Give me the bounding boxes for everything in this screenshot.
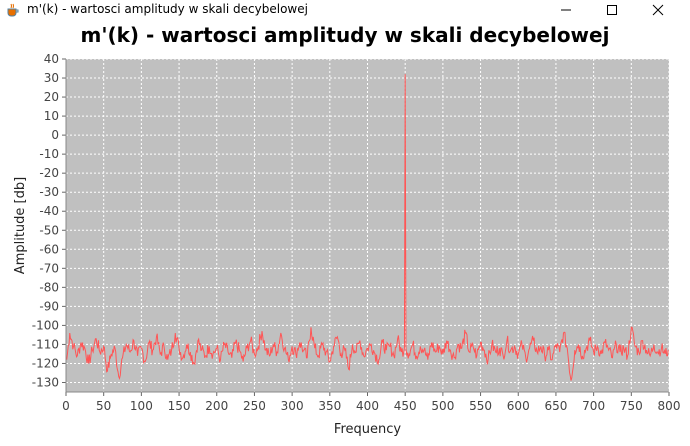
minimize-button[interactable]: [543, 0, 589, 20]
x-tick-label: 300: [281, 399, 304, 413]
y-tick-label: -50: [39, 223, 59, 237]
y-tick-label: 30: [44, 71, 59, 85]
x-tick-label: 50: [96, 399, 111, 413]
y-axis-label: Amplitude [db]: [13, 177, 28, 274]
y-tick-label: 0: [51, 128, 59, 142]
x-tick-label: 450: [394, 399, 417, 413]
grid-lines: [65, 58, 670, 392]
x-tick-label: 500: [431, 399, 454, 413]
x-tick-label: 0: [62, 399, 70, 413]
window-titlebar: m'(k) - wartosci amplitudy w skali decyb…: [0, 0, 690, 20]
y-tick-label: -70: [39, 261, 59, 275]
x-tick-label: 800: [658, 399, 681, 413]
y-tick-label: -130: [32, 375, 59, 389]
y-tick-label: -40: [39, 204, 59, 218]
y-tick-label: 10: [44, 109, 59, 123]
y-tick-label: 40: [44, 52, 59, 66]
series-group: [66, 74, 669, 381]
maximize-icon: [607, 5, 617, 15]
x-tick-label: 100: [130, 399, 153, 413]
y-tick-label: -120: [32, 356, 59, 370]
minimize-icon: [561, 9, 571, 11]
y-tick-label: -10: [39, 147, 59, 161]
y-tick-label: -90: [39, 299, 59, 313]
window-title: m'(k) - wartosci amplitudy w skali decyb…: [27, 2, 308, 16]
x-tick-label: 700: [582, 399, 605, 413]
x-tick-label: 250: [243, 399, 266, 413]
x-tick-label: 150: [168, 399, 191, 413]
x-axis-label: Frequency: [334, 422, 401, 437]
y-tick-label: 20: [44, 90, 59, 104]
x-tick-label: 650: [544, 399, 567, 413]
x-tick-label: 550: [469, 399, 492, 413]
x-tick-label: 350: [318, 399, 341, 413]
x-tick-label: 200: [205, 399, 228, 413]
close-button[interactable]: [635, 0, 681, 20]
y-tick-label: -80: [39, 280, 59, 294]
chart-title: m'(k) - wartosci amplitudy w skali decyb…: [80, 23, 610, 47]
java-cup-icon: [7, 3, 19, 17]
y-tick-label: -60: [39, 242, 59, 256]
x-tick-label: 750: [620, 399, 643, 413]
x-tick-label: 600: [507, 399, 530, 413]
close-icon: [652, 4, 664, 16]
maximize-button[interactable]: [589, 0, 635, 20]
y-tick-label: -100: [32, 318, 59, 332]
y-tick-label: -110: [32, 337, 59, 351]
axes-group: 403020100-10-20-30-40-50-60-70-80-90-100…: [32, 52, 681, 413]
amplitude-series-line: [66, 74, 669, 381]
x-tick-label: 400: [356, 399, 379, 413]
y-tick-label: -20: [39, 166, 59, 180]
y-tick-label: -30: [39, 185, 59, 199]
